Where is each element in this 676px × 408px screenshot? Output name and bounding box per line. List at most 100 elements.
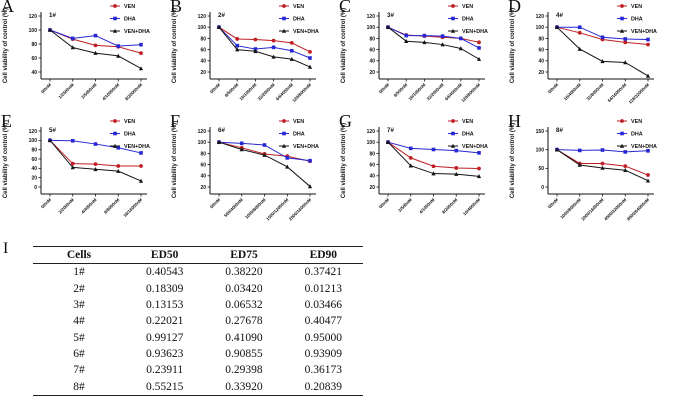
table-cell: 0.27678 bbox=[225, 315, 263, 328]
series-line bbox=[218, 26, 311, 68]
series-marker bbox=[577, 30, 582, 35]
table-cell: 0.90855 bbox=[225, 348, 263, 361]
y-tick-label: 100 bbox=[29, 28, 38, 34]
y-tick-label: 20 bbox=[538, 70, 544, 76]
series-marker bbox=[451, 16, 455, 21]
table-cell: 0.33920 bbox=[225, 380, 263, 393]
series-marker bbox=[93, 50, 98, 55]
x-tick-label: 1500/12000nM bbox=[265, 197, 290, 222]
y-tick-label: 40 bbox=[200, 174, 206, 180]
legend-label: VEN+DHA bbox=[124, 144, 150, 150]
series-marker bbox=[116, 44, 121, 48]
y-tick-label: 40 bbox=[538, 59, 544, 65]
y-tick-label: 100 bbox=[367, 25, 376, 31]
series-marker bbox=[139, 151, 143, 155]
series-marker bbox=[623, 164, 628, 168]
series-marker bbox=[458, 46, 463, 51]
legend-label: DHA bbox=[124, 132, 136, 138]
series-marker bbox=[619, 143, 625, 148]
table-cell: 0.99127 bbox=[145, 331, 184, 344]
y-tick-label: 100 bbox=[367, 140, 376, 146]
series-marker bbox=[282, 4, 286, 8]
y-tick-label: 100 bbox=[536, 148, 545, 154]
series-marker bbox=[235, 43, 239, 48]
series-marker bbox=[431, 164, 436, 169]
series-marker bbox=[620, 16, 624, 21]
y-axis-title: Cell viability of control (%) bbox=[172, 8, 178, 83]
panel-letter: D bbox=[508, 0, 521, 16]
y-tick-label: 40 bbox=[31, 70, 37, 76]
series-marker bbox=[619, 28, 625, 33]
x-tick-label: 0/0nM bbox=[378, 197, 391, 210]
series-marker bbox=[282, 131, 286, 136]
series-marker bbox=[253, 48, 258, 54]
table-row: 6# 0.93623 0.90855 0.93909 bbox=[33, 346, 363, 362]
series-marker bbox=[262, 143, 267, 147]
x-tick-label: 16/1000nM bbox=[407, 82, 426, 101]
legend-label: VEN+DHA bbox=[124, 29, 150, 35]
x-tick-label: 4000/32000nM bbox=[603, 197, 628, 222]
table-cell: 1# bbox=[73, 266, 85, 279]
table-cell: 0.37421 bbox=[304, 266, 343, 279]
y-axis-title: Cell viability of control (%) bbox=[3, 8, 9, 83]
table-row: 4# 0.22021 0.27678 0.40477 bbox=[33, 313, 363, 329]
series-marker bbox=[554, 24, 560, 29]
series-marker bbox=[459, 36, 463, 41]
col-header-cells: Cells bbox=[66, 249, 92, 261]
series-marker bbox=[113, 16, 117, 21]
series-marker bbox=[138, 178, 144, 183]
table-cell: 0.38220 bbox=[225, 266, 263, 279]
series-marker bbox=[645, 178, 651, 183]
series-marker bbox=[408, 163, 413, 168]
x-tick-label: 4/10000nM bbox=[101, 82, 120, 101]
table-cell: 0.03420 bbox=[225, 282, 263, 295]
legend-label: VEN bbox=[124, 4, 135, 10]
table-cell: 0.41090 bbox=[225, 331, 263, 344]
series-marker bbox=[70, 139, 75, 143]
series-marker bbox=[476, 56, 482, 61]
series-marker bbox=[385, 24, 391, 29]
table-cell: 6# bbox=[73, 348, 85, 361]
series-marker bbox=[600, 59, 605, 64]
x-tick-label: 0/0nM bbox=[209, 82, 222, 95]
table-cell: 0.40477 bbox=[304, 315, 343, 328]
x-tick-label: 4/4000nM bbox=[80, 197, 98, 215]
series-marker bbox=[113, 119, 117, 123]
series-marker bbox=[285, 156, 290, 160]
series-marker bbox=[116, 53, 121, 58]
series-marker bbox=[70, 45, 75, 50]
legend-label: DHA bbox=[462, 132, 474, 138]
series-marker bbox=[623, 37, 628, 41]
x-tick-label: 8/500nM bbox=[393, 82, 409, 98]
table-row: 1# 0.40543 0.38220 0.37421 bbox=[33, 264, 363, 281]
x-tick-label: 16/4000nM bbox=[462, 197, 481, 216]
y-tick-label: 100 bbox=[29, 138, 38, 144]
y-axis-title: Cell viability of control (%) bbox=[3, 123, 9, 198]
y-tick-label: 40 bbox=[31, 166, 37, 172]
series-marker bbox=[577, 46, 582, 51]
series-marker bbox=[476, 174, 482, 179]
viability-line-chart: 40 60 80 100 120 Cell viability of control (%… bbox=[3, 4, 150, 101]
table-row: 7# 0.23911 0.29398 0.36173 bbox=[33, 362, 363, 378]
y-axis-title: Cell viability of control (%) bbox=[172, 123, 178, 198]
series-marker bbox=[477, 151, 481, 155]
series-marker bbox=[577, 162, 582, 167]
series-marker bbox=[113, 4, 117, 8]
series-marker bbox=[239, 147, 244, 152]
series-marker bbox=[116, 146, 121, 150]
y-tick-label: 20 bbox=[31, 176, 37, 182]
series-marker bbox=[454, 171, 459, 176]
y-tick-label: 120 bbox=[198, 14, 207, 20]
series-marker bbox=[281, 143, 287, 148]
series-marker bbox=[282, 16, 286, 21]
series-marker bbox=[93, 166, 98, 172]
viability-line-chart: 20 40 60 80 100 120 Cell viability of control … bbox=[341, 119, 488, 216]
legend-label: DHA bbox=[293, 132, 305, 138]
panel-letter: B bbox=[170, 0, 183, 16]
series-marker bbox=[93, 142, 98, 146]
panel-letter: C bbox=[339, 0, 352, 16]
series-line bbox=[387, 26, 480, 49]
table-cell: 0.93623 bbox=[145, 348, 184, 361]
y-tick-label: 120 bbox=[198, 129, 207, 135]
y-tick-label: 120 bbox=[29, 129, 38, 135]
